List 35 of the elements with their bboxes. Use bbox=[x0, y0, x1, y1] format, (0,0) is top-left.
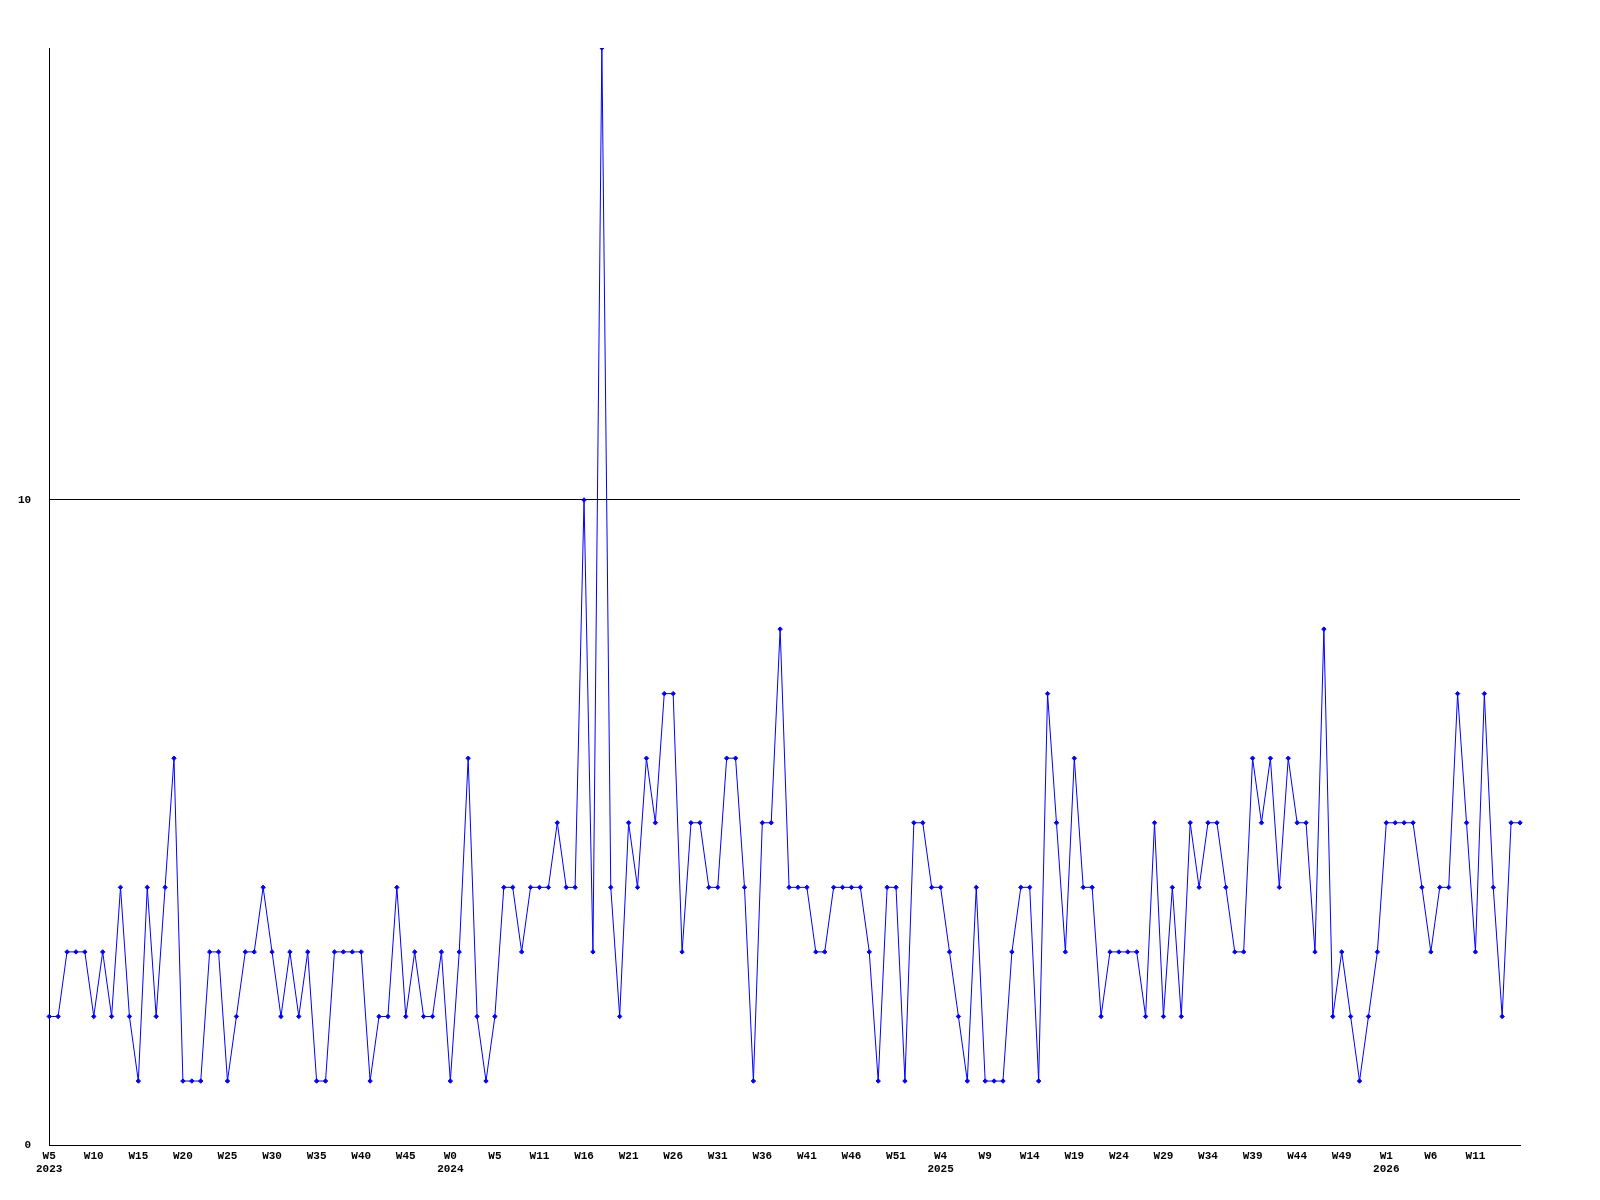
y-tick-label: 10 bbox=[18, 493, 32, 506]
x-tick-label: W25 bbox=[217, 1149, 238, 1162]
x-tick-label: W30 bbox=[262, 1149, 282, 1162]
x-tick-label: W44 bbox=[1287, 1149, 1308, 1162]
x-tick-label: W31 bbox=[707, 1149, 729, 1162]
x-tick-label: W5 bbox=[488, 1149, 502, 1162]
x-tick-label: W39 bbox=[1242, 1149, 1263, 1162]
x-tick-label: W49 bbox=[1331, 1149, 1352, 1162]
x-tick-label: W10 bbox=[83, 1149, 104, 1162]
x-tick-label: W9 bbox=[978, 1149, 992, 1162]
x-tick-label: W51 bbox=[886, 1149, 907, 1162]
x-tick-label: W19 bbox=[1064, 1149, 1085, 1162]
x-tick-label: W34 bbox=[1198, 1149, 1219, 1162]
x-tick-label: W26 bbox=[663, 1149, 684, 1162]
x-tick-label: W11 bbox=[1465, 1149, 1486, 1162]
x-tick-label: W16 bbox=[574, 1149, 594, 1162]
x-tick-label: W40 bbox=[351, 1149, 372, 1162]
x-tick-label: W4 2025 bbox=[927, 1149, 955, 1176]
x-tick-label: W11 bbox=[529, 1149, 550, 1162]
x-tick-label: W14 bbox=[1019, 1149, 1041, 1162]
x-tick-label: W5 2023 bbox=[36, 1149, 63, 1176]
x-tick-label: W15 bbox=[128, 1149, 149, 1162]
x-tick-label: W21 bbox=[618, 1149, 639, 1162]
y-tick-label: 0 bbox=[24, 1139, 32, 1152]
x-tick-label: W46 bbox=[841, 1149, 862, 1162]
x-tick-label: W35 bbox=[306, 1149, 327, 1162]
x-tick-label: W0 2024 bbox=[437, 1149, 464, 1176]
x-tick-label: W6 bbox=[1424, 1149, 1438, 1162]
x-tick-label: W20 bbox=[173, 1149, 193, 1162]
x-tick-label: W36 bbox=[752, 1149, 773, 1162]
x-tick-label: W41 bbox=[796, 1149, 818, 1162]
x-tick-label: W24 bbox=[1108, 1149, 1130, 1162]
x-tick-label: W45 bbox=[395, 1149, 417, 1162]
x-tick-label: W29 bbox=[1153, 1149, 1174, 1162]
x-tick-label: W1 2026 bbox=[1373, 1149, 1400, 1176]
